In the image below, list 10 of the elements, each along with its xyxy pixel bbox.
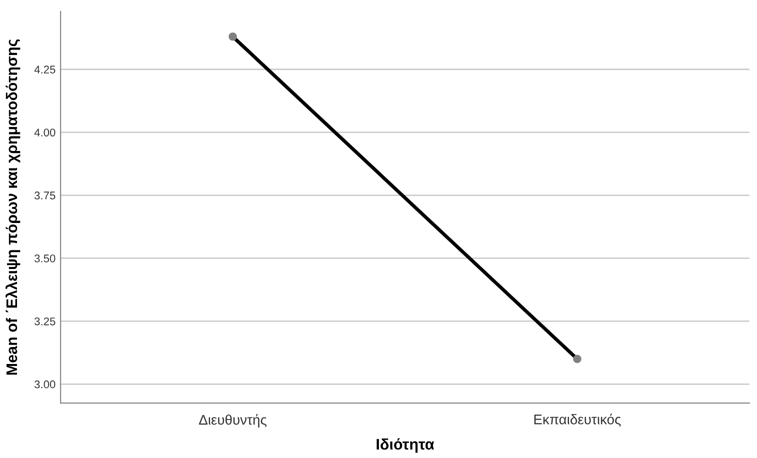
y-tick-label: 4.00 xyxy=(34,128,56,136)
y-tick-label: 3.00 xyxy=(34,380,56,388)
x-tick-label: Διευθυντής xyxy=(199,414,267,428)
y-axis-title: Mean of ΄Ελλειψη πόρων και χρηματοδότησης xyxy=(6,39,20,375)
y-tick-label: 4.25 xyxy=(34,66,56,74)
y-tick-label: 3.75 xyxy=(34,192,56,200)
y-tick-label: 3.50 xyxy=(34,254,56,262)
x-axis-title: Ιδιότητα xyxy=(376,438,434,453)
x-tick-label: Εκπαιδευτικός xyxy=(534,414,621,427)
y-tick-label: 3.25 xyxy=(34,317,56,326)
